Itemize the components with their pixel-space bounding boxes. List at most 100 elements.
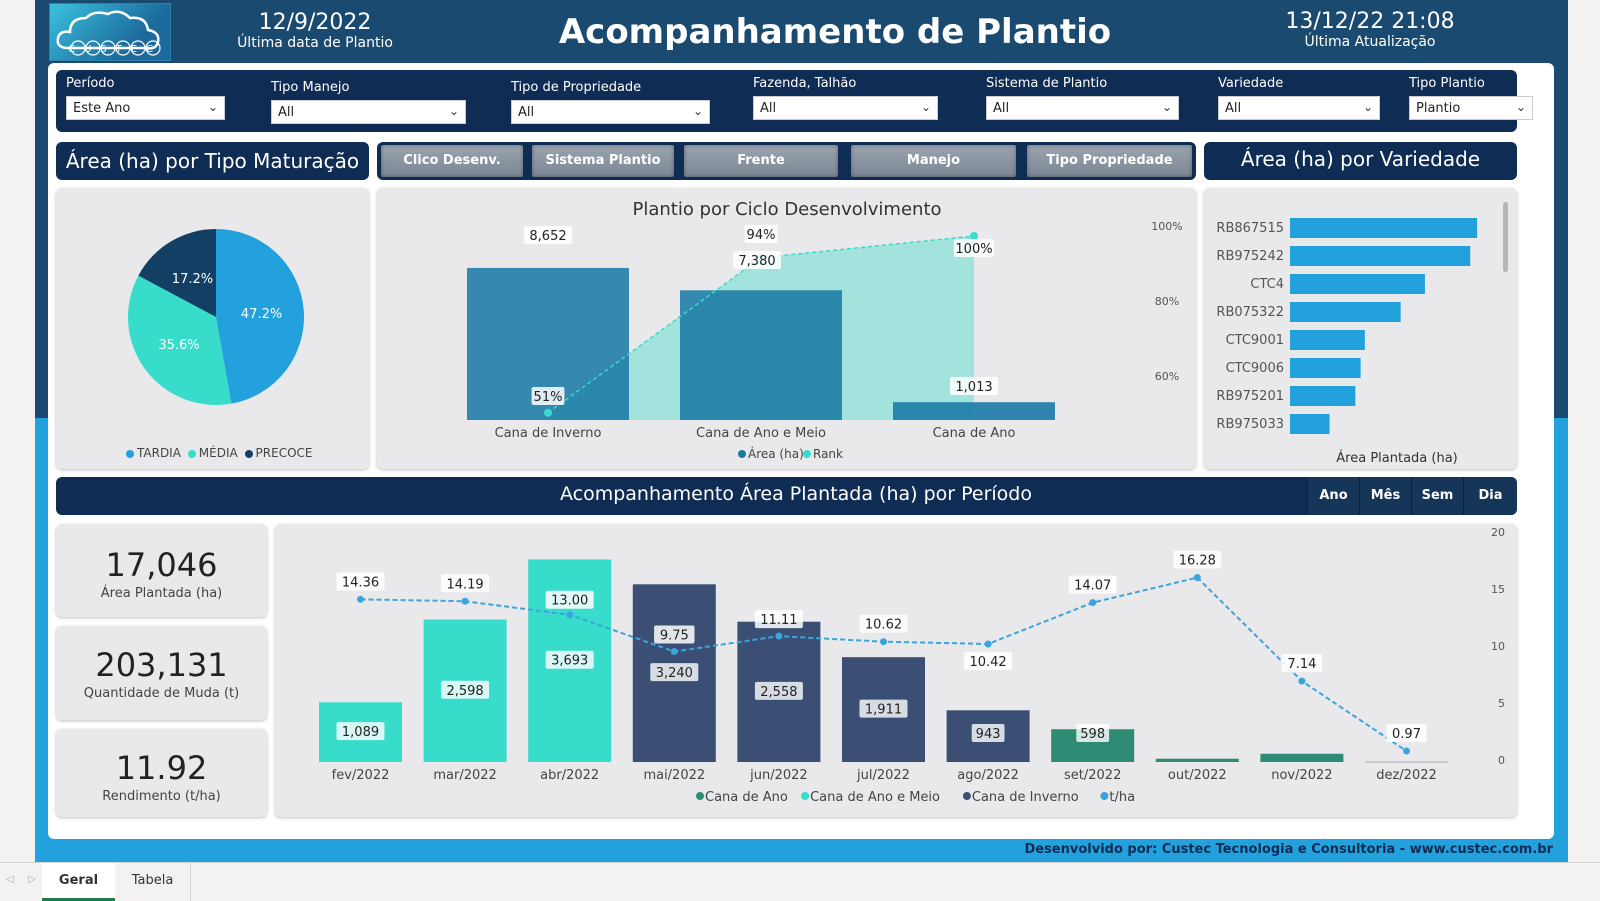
tha-point — [357, 596, 364, 603]
month-label: abr/2022 — [540, 768, 599, 783]
tha-point — [1089, 599, 1096, 606]
pie-label: 47.2% — [241, 307, 282, 322]
area-data-label: 7,380 — [738, 254, 775, 269]
area-data-label: 1,013 — [955, 380, 992, 395]
rank-data-label: 100% — [955, 242, 992, 257]
ciclo-chart-card: Plantio por Ciclo Desenvolvimento Cana de… — [377, 188, 1196, 469]
legend-dot — [738, 450, 746, 458]
month-label: mai/2022 — [643, 768, 705, 783]
filter-tipo-plantio-select[interactable]: Plantio⌄ — [1409, 96, 1533, 120]
legend-dot — [963, 792, 971, 800]
kpi-label: Área Plantada (ha) — [56, 586, 267, 601]
legend-dot — [803, 450, 811, 458]
kpi-value: 17,046 — [56, 546, 267, 584]
kpi-value: 11.92 — [56, 749, 267, 787]
variety-bar — [1290, 302, 1401, 322]
header: CUSTEC 12/9/2022 Última data de Plantio … — [35, 0, 1568, 64]
variety-label: RB975033 — [1216, 417, 1284, 432]
pie-label: 35.6% — [158, 338, 199, 353]
period-button-ano[interactable]: Ano — [1307, 477, 1359, 515]
legend-media: MÉDIA — [199, 446, 238, 460]
logo-text: CUSTEC — [68, 44, 162, 55]
filter-bar: Período Este Ano⌄ Tipo Manejo All⌄ Tipo … — [56, 70, 1517, 132]
periodo-chart: fev/2022 mar/2022 abr/2022 mai/2022 jun/2022… — [275, 524, 1517, 817]
legend-tardia: TARDIA — [137, 446, 181, 460]
tha-point — [462, 598, 469, 605]
nav-left-icon[interactable]: ◁ — [6, 874, 14, 885]
tab-manejo[interactable]: Manejo — [851, 145, 1016, 177]
filter-label: Tipo Plantio — [1409, 76, 1485, 91]
category-label: Cana de Inverno — [495, 426, 602, 441]
legend-precoce: PRECOCE — [256, 446, 313, 460]
variedade-section-title: Área (ha) por Variedade — [1204, 142, 1517, 180]
legend-dot — [696, 792, 704, 800]
tab-sistema-plantio[interactable]: Sistema Plantio — [532, 145, 674, 177]
variety-label: RB075322 — [1216, 305, 1284, 320]
month-label: out/2022 — [1168, 768, 1227, 783]
tha-data-label: 0.97 — [1392, 727, 1421, 742]
variety-bar — [1290, 386, 1355, 406]
filter-variedade-select[interactable]: All⌄ — [1218, 96, 1380, 120]
y2-tick-label: 15 — [1491, 583, 1505, 596]
tha-data-label: 9.75 — [660, 629, 689, 644]
period-button-dia[interactable]: Dia — [1463, 477, 1517, 515]
sheet-tab-geral[interactable]: Geral — [42, 863, 115, 901]
kpi-quantidade-muda: 203,131 Quantidade de Muda (t) — [56, 626, 267, 720]
month-label: jun/2022 — [749, 768, 808, 783]
rank-data-label: 94% — [747, 228, 776, 243]
variedade-scrollbar[interactable] — [1503, 202, 1508, 272]
period-button-mes[interactable]: Mês — [1359, 477, 1411, 515]
legend-dot — [245, 450, 253, 458]
tha-data-label: 14.19 — [446, 577, 483, 592]
filter-tipo-manejo-select[interactable]: All⌄ — [271, 100, 466, 124]
nav-right-icon[interactable]: ▷ — [28, 874, 36, 885]
tha-data-label: 14.07 — [1074, 579, 1111, 594]
tha-point — [1298, 678, 1305, 685]
kpi-label: Quantidade de Muda (t) — [56, 686, 267, 701]
maturacao-pie-card: 47.2%35.6%17.2% TARDIA MÉDIA PRECOCE — [56, 188, 369, 469]
filter-label: Período — [66, 76, 115, 91]
y2-tick-label: 80% — [1155, 295, 1179, 308]
custec-logo: CUSTEC — [49, 3, 171, 61]
legend-series: t/ha — [1109, 790, 1135, 805]
filter-tipo-propriedade-select[interactable]: All⌄ — [511, 100, 710, 124]
last-plant-date-value: 12/9/2022 — [215, 10, 415, 35]
tab-ciclo[interactable]: Clico Desenv. — [381, 145, 523, 177]
tha-point — [1194, 574, 1201, 581]
month-label: fev/2022 — [332, 768, 390, 783]
last-update: 13/12/22 21:08 Última Atualização — [1275, 9, 1465, 50]
page-title: Acompanhamento de Plantio — [465, 12, 1205, 52]
y2-tick-label: 5 — [1498, 697, 1505, 710]
month-label: nov/2022 — [1271, 768, 1332, 783]
variety-label: CTC4 — [1250, 277, 1284, 292]
period-button-sem[interactable]: Sem — [1411, 477, 1463, 515]
bar-data-label: 1,911 — [865, 703, 902, 718]
y2-tick-label: 20 — [1491, 526, 1505, 539]
main-panel: Período Este Ano⌄ Tipo Manejo All⌄ Tipo … — [48, 63, 1554, 839]
variedade-chart: RB867515RB975242CTC4RB075322CTC9001CTC90… — [1204, 188, 1517, 469]
bar-data-label: 598 — [1080, 727, 1105, 742]
filter-label: Fazenda, Talhão — [753, 76, 856, 91]
rank-point — [544, 409, 552, 417]
chart-title: Plantio por Ciclo Desenvolvimento — [632, 199, 941, 220]
month-label: set/2022 — [1064, 768, 1121, 783]
filter-periodo-select[interactable]: Este Ano⌄ — [66, 96, 225, 120]
tab-frente[interactable]: Frente — [684, 145, 838, 177]
filter-label: Tipo de Propriedade — [511, 80, 641, 95]
filter-label: Sistema de Plantio — [986, 76, 1107, 91]
category-label: Cana de Ano — [933, 426, 1016, 441]
report-canvas: CUSTEC 12/9/2022 Última data de Plantio … — [35, 0, 1568, 862]
variety-bar — [1290, 330, 1365, 350]
month-label: mar/2022 — [433, 768, 496, 783]
tab-tipo-propriedade[interactable]: Tipo Propriedade — [1027, 145, 1192, 177]
tha-data-label: 10.42 — [969, 655, 1006, 670]
x-axis-title: Área Plantada (ha) — [1336, 450, 1457, 466]
filter-fazenda-select[interactable]: All⌄ — [753, 96, 938, 120]
y2-tick-label: 60% — [1155, 370, 1179, 383]
filter-sistema-select[interactable]: All⌄ — [986, 96, 1179, 120]
legend-rank: Rank — [813, 447, 843, 461]
sheet-tab-tabela[interactable]: Tabela — [115, 863, 191, 901]
chevron-down-icon: ⌄ — [208, 100, 218, 114]
tha-data-label: 7.14 — [1287, 657, 1316, 672]
